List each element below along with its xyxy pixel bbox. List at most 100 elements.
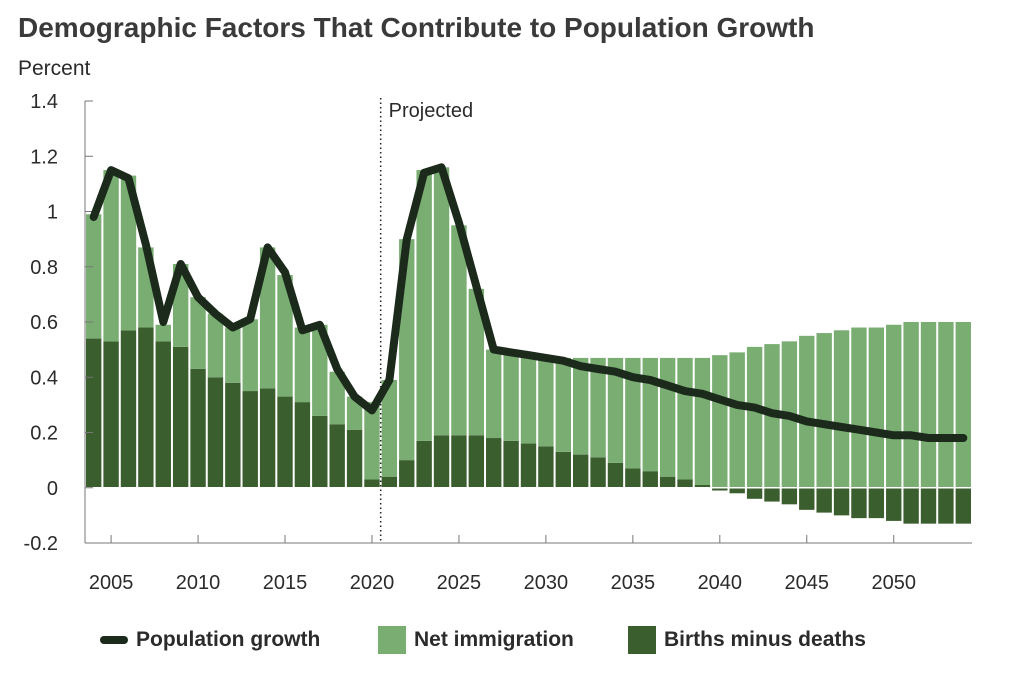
bar-births-2008 xyxy=(155,341,171,488)
bar-immigration-2011 xyxy=(207,313,224,378)
x-tick-label-2: 2015 xyxy=(263,572,308,594)
bar-births-2032 xyxy=(572,454,589,488)
bar-births-2035 xyxy=(625,468,641,488)
bar-births-2048 xyxy=(851,487,867,519)
bar-immigration-2041 xyxy=(729,352,745,488)
bar-births-2024 xyxy=(433,435,450,488)
bar-births-2006 xyxy=(120,330,137,488)
bar-immigration-2051 xyxy=(903,322,919,488)
bar-immigration-2038 xyxy=(677,357,693,480)
bar-immigration-2042 xyxy=(746,346,763,488)
legend-label-growth: Population growth xyxy=(136,628,321,651)
bar-births-2023 xyxy=(416,440,432,488)
bar-births-2017 xyxy=(312,415,328,488)
y-tick-label-8: -0.2 xyxy=(24,533,58,555)
bar-immigration-2037 xyxy=(659,357,676,477)
bar-births-2049 xyxy=(868,487,885,519)
bar-immigration-2054 xyxy=(955,322,971,488)
bar-births-2033 xyxy=(590,457,606,488)
bar-immigration-2013 xyxy=(242,319,258,392)
bar-births-2053 xyxy=(938,487,954,524)
bar-immigration-2040 xyxy=(712,355,728,488)
y-axis-unit-label: Percent xyxy=(18,57,91,80)
bar-births-2054 xyxy=(955,487,971,524)
bar-immigration-2049 xyxy=(868,327,885,488)
y-tick-label-4: 0.6 xyxy=(30,312,58,334)
bar-births-2036 xyxy=(642,471,658,488)
chart-title: Demographic Factors That Contribute to P… xyxy=(18,12,815,43)
bar-births-2022 xyxy=(399,460,415,488)
bar-immigration-2032 xyxy=(572,357,589,455)
bar-immigration-2046 xyxy=(816,333,832,488)
axes-group: 1.4 1.2 1 0.8 0.6 0.4 0.2 0 -0.2 2005 2010 2015 2020… xyxy=(24,91,972,594)
bar-immigration-2006 xyxy=(120,175,137,331)
x-tick-label-0: 2005 xyxy=(89,572,134,594)
bar-immigration-2047 xyxy=(833,330,850,488)
legend-item-growth: Population growth xyxy=(100,622,320,658)
bar-immigration-2028 xyxy=(503,349,519,441)
legend-swatch-births xyxy=(628,626,656,654)
bar-immigration-2048 xyxy=(851,327,867,488)
bar-immigration-2027 xyxy=(486,349,502,439)
bar-births-2011 xyxy=(207,377,224,488)
bar-births-2027 xyxy=(486,438,502,488)
bar-immigration-2052 xyxy=(920,322,937,488)
bar-immigration-2018 xyxy=(329,371,345,425)
bar-births-2009 xyxy=(172,346,189,488)
lines-group: Projected xyxy=(89,98,968,543)
bar-births-2016 xyxy=(294,402,311,488)
bar-births-2028 xyxy=(503,440,519,488)
legend-item-immigration: Net immigration xyxy=(378,622,574,658)
bar-births-2007 xyxy=(138,327,154,488)
bar-immigration-2019 xyxy=(346,396,363,430)
legend: Population growth Net immigration Births… xyxy=(0,622,1024,662)
bar-immigration-2050 xyxy=(886,324,902,488)
bar-immigration-2015 xyxy=(277,275,293,397)
y-tick-label-5: 0.4 xyxy=(30,367,58,389)
bar-immigration-2014 xyxy=(259,247,276,389)
bar-births-2015 xyxy=(277,396,293,488)
bar-births-2005 xyxy=(103,341,119,488)
legend-swatch-growth xyxy=(100,636,128,644)
x-tick-label-4: 2025 xyxy=(437,572,482,594)
bar-immigration-2026 xyxy=(468,288,485,436)
bar-births-2018 xyxy=(329,424,345,488)
bar-immigration-2035 xyxy=(625,357,641,469)
bar-immigration-2025 xyxy=(451,225,467,436)
bar-immigration-2005 xyxy=(103,170,119,342)
bar-immigration-2017 xyxy=(312,324,328,416)
bar-births-2040 xyxy=(712,487,728,491)
bar-births-2038 xyxy=(677,479,693,488)
x-tick-label-5: 2030 xyxy=(524,572,569,594)
y-tick-label-6: 0.2 xyxy=(30,423,58,445)
bar-immigration-2030 xyxy=(538,357,554,447)
y-tick-label-2: 1 xyxy=(47,202,58,224)
x-tick-label-6: 2035 xyxy=(611,572,656,594)
x-tick-label-8: 2045 xyxy=(785,572,830,594)
bar-immigration-2031 xyxy=(555,357,571,452)
legend-label-births: Births minus deaths xyxy=(664,628,866,651)
bar-immigration-2021 xyxy=(381,380,398,477)
bar-immigration-2008 xyxy=(155,324,171,342)
y-tick-label-7: 0 xyxy=(47,478,58,500)
bar-immigration-2053 xyxy=(938,322,954,488)
bar-immigration-2045 xyxy=(799,335,815,488)
bar-births-2045 xyxy=(799,487,815,510)
bar-births-2026 xyxy=(468,435,485,488)
bar-births-2050 xyxy=(886,487,902,521)
x-tick-label-7: 2040 xyxy=(698,572,743,594)
bar-births-2020 xyxy=(364,479,380,488)
bar-births-2013 xyxy=(242,391,258,488)
bar-immigration-2024 xyxy=(433,167,450,436)
bars-group xyxy=(86,167,971,524)
bar-births-2043 xyxy=(764,487,780,502)
bar-births-2041 xyxy=(729,487,745,494)
bar-births-2031 xyxy=(555,451,571,488)
legend-swatch-immigration xyxy=(378,626,406,654)
bar-births-2010 xyxy=(190,368,206,488)
bar-births-2044 xyxy=(781,487,798,505)
bar-births-2025 xyxy=(451,435,467,488)
bar-immigration-2010 xyxy=(190,297,206,369)
bar-births-2037 xyxy=(659,476,676,488)
bar-births-2039 xyxy=(694,484,711,488)
